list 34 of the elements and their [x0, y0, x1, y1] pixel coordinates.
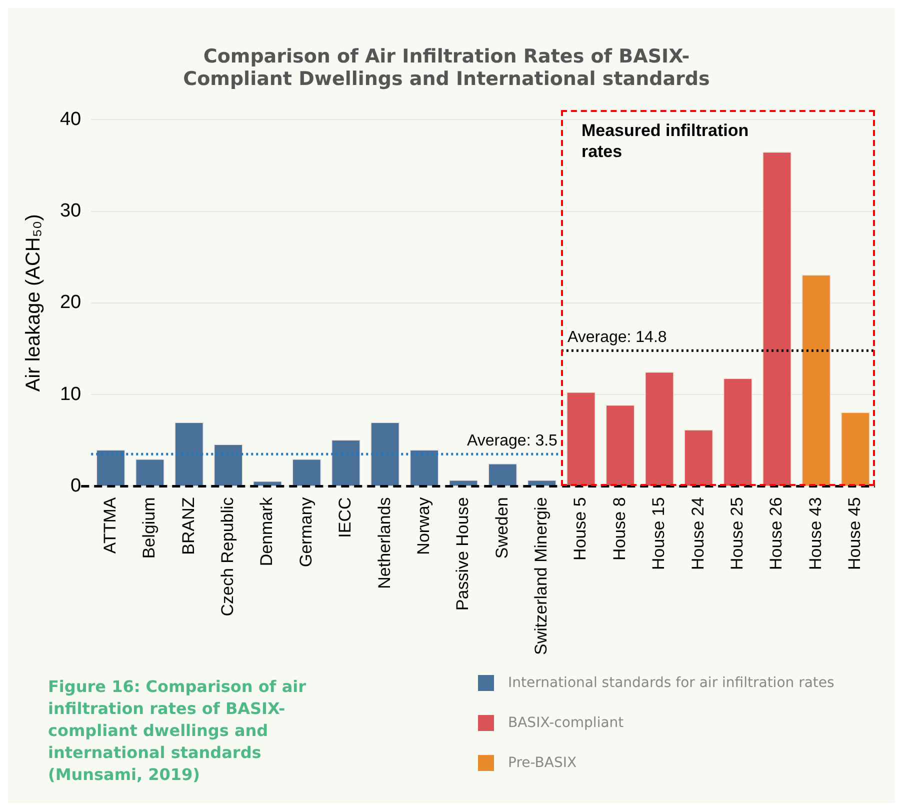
y-tick-label: 20 — [60, 292, 82, 314]
chart-title: Comparison of Air Infiltration Rates of BASIX- Compliant Dwellings and International standards — [183, 45, 710, 90]
x-tick-label: House 8 — [610, 497, 629, 561]
y-axis-title: Air leakage (ACH₅₀) — [22, 214, 45, 392]
legend-label: BASIX-compliant — [508, 715, 624, 731]
x-tick-label: Belgium — [140, 497, 159, 559]
ref-line-label: Average: 3.5 — [467, 432, 558, 450]
ref-line-label: Average: 14.8 — [567, 328, 667, 346]
x-tick-label: House 43 — [806, 497, 825, 570]
x-tick-label: House 45 — [845, 497, 864, 570]
x-tick-label: House 24 — [688, 497, 708, 570]
legend-label: International standards for air infiltration rates — [508, 675, 834, 691]
caption: Figure 16: Comparison of air infiltration rates of BASIX-compliant dwellings and international standards (Munsami, 2019) — [48, 676, 308, 786]
x-tick-label: Norway — [414, 496, 433, 555]
x-tick-label: Passive House — [453, 497, 472, 611]
annotation: Measured infiltration rates — [581, 120, 750, 162]
x-tick-label: Czech Republic — [218, 496, 237, 616]
x-tick-label: Switzerland Minergie — [532, 497, 551, 656]
x-tick-label: House 26 — [766, 497, 786, 570]
x-tick-label: House 25 — [728, 497, 747, 570]
y-tick-label: 0 — [70, 475, 82, 496]
x-tick-label: House 15 — [649, 497, 668, 570]
x-tick-label: ATTMA — [100, 496, 120, 554]
y-tick-label: 30 — [60, 200, 82, 222]
x-tick-label: Denmark — [257, 496, 276, 566]
x-tick-label: Netherlands — [374, 497, 394, 589]
x-tick-label: Sweden — [492, 497, 512, 559]
x-tick-label: Germany — [296, 496, 316, 568]
x-tick-label: IECC — [336, 497, 355, 538]
y-tick-label: 10 — [60, 384, 82, 405]
x-tick-label: House 5 — [570, 497, 590, 561]
x-tick-label: BRANZ — [178, 497, 198, 555]
legend-label: Pre-BASIX — [508, 755, 577, 771]
y-tick-label: 40 — [60, 108, 82, 130]
